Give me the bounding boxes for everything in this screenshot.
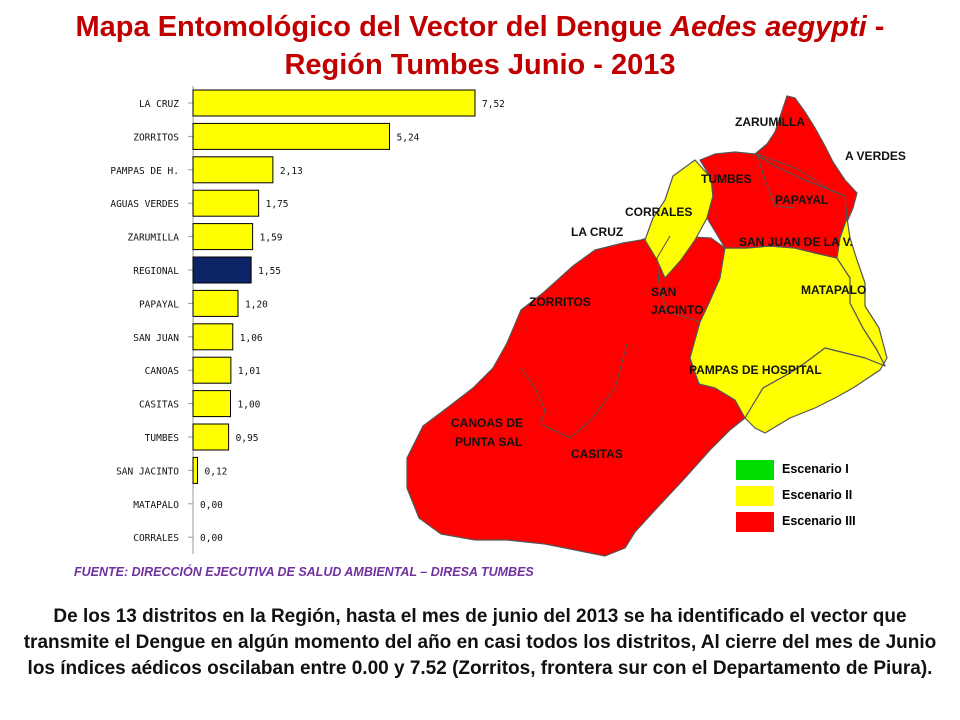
bar bbox=[192, 423, 230, 451]
district-label: SAN bbox=[651, 285, 676, 299]
map-region-south bbox=[406, 234, 746, 557]
category-label: TUMBES bbox=[145, 433, 180, 444]
source-note: FUENTE: DIRECCIÓN EJECUTIVA DE SALUD AMB… bbox=[74, 565, 534, 579]
title-line-1: Mapa Entomológico del Vector del Dengue … bbox=[0, 8, 960, 46]
border-zarumilla bbox=[756, 153, 834, 193]
category-label: MATAPALO bbox=[133, 500, 179, 511]
category-label: PAMPAS DE H. bbox=[110, 166, 179, 177]
legend-swatch bbox=[736, 512, 774, 532]
district-label: LA CRUZ bbox=[571, 225, 623, 239]
legend-label: Escenario III bbox=[782, 514, 856, 528]
district-label: SAN JUAN DE LA V. bbox=[739, 235, 853, 249]
bar bbox=[192, 390, 231, 418]
title-species: Aedes aegypti bbox=[670, 11, 867, 43]
map-borders bbox=[520, 153, 834, 439]
title-suffix: - bbox=[866, 11, 885, 43]
category-label: CORRALES bbox=[133, 533, 179, 544]
bar bbox=[192, 256, 252, 284]
summary-paragraph: De los 13 distritos en la Región, hasta … bbox=[23, 606, 937, 679]
district-label: CORRALES bbox=[625, 205, 692, 219]
data-label: 1,20 bbox=[245, 299, 268, 310]
legend-swatch bbox=[736, 486, 774, 506]
category-label: ZARUMILLA bbox=[128, 233, 180, 244]
data-label: 7,52 bbox=[482, 99, 505, 110]
category-label: CANOAS bbox=[145, 366, 180, 377]
data-label: 0,95 bbox=[236, 433, 259, 444]
category-label: PAPAYAL bbox=[139, 299, 179, 310]
data-label: 0,00 bbox=[200, 500, 223, 511]
border-zorritos-canoas bbox=[520, 367, 546, 425]
district-label: PAMPAS DE HOSPITAL bbox=[689, 363, 822, 377]
category-label: AGUAS VERDES bbox=[110, 199, 179, 210]
bar bbox=[192, 189, 260, 217]
data-label: 1,55 bbox=[258, 266, 281, 277]
border-tumbes-papayal bbox=[756, 153, 796, 209]
bar bbox=[192, 289, 239, 317]
bar bbox=[192, 456, 198, 484]
district-label: ZORRITOS bbox=[529, 295, 591, 309]
district-map: ZARUMILLA A VERDES TUMBES PAPAYAL CORRALESLA… bbox=[406, 95, 906, 557]
legend-swatch bbox=[736, 460, 774, 480]
title-line-2: Región Tumbes Junio - 2013 bbox=[284, 49, 676, 81]
map-region-matapalo bbox=[744, 217, 888, 434]
district-label: A VERDES bbox=[845, 149, 906, 163]
border-jacinto bbox=[656, 235, 701, 323]
data-label: 1,59 bbox=[260, 233, 283, 244]
map-regions bbox=[406, 95, 888, 557]
legend-label: Escenario II bbox=[782, 488, 853, 502]
district-label: JACINTO bbox=[651, 303, 703, 317]
district-label: TUMBES bbox=[701, 172, 752, 186]
district-label: MATAPALO bbox=[801, 283, 866, 297]
category-label: REGIONAL bbox=[133, 266, 179, 277]
bar bbox=[192, 89, 476, 117]
data-label: 1,75 bbox=[266, 199, 289, 210]
page-title: Mapa Entomológico del Vector del Dengue … bbox=[0, 8, 960, 84]
data-label: 1,01 bbox=[238, 366, 261, 377]
data-label: 1,00 bbox=[238, 400, 261, 411]
category-label: LA CRUZ bbox=[139, 99, 179, 110]
category-label: SAN JACINTO bbox=[116, 466, 179, 477]
district-label: PUNTA SAL bbox=[455, 435, 522, 449]
category-label: ZORRITOS bbox=[133, 132, 179, 143]
data-label: 1,06 bbox=[240, 333, 263, 344]
data-label: 0,12 bbox=[205, 466, 228, 477]
map-labels: ZARUMILLA A VERDES TUMBES PAPAYAL CORRALESLA… bbox=[451, 115, 906, 461]
bar bbox=[192, 156, 274, 184]
district-label: CASITAS bbox=[571, 447, 623, 461]
district-label: ZARUMILLA bbox=[735, 115, 805, 129]
legend-label: Escenario I bbox=[782, 462, 849, 476]
category-label: CASITAS bbox=[139, 400, 179, 411]
bar-chart: LA CRUZ 7,52 ZORRITOS 5,24 PAMPAS DE H. 2,13 A… bbox=[110, 86, 505, 554]
bar bbox=[192, 323, 234, 351]
data-label: 0,00 bbox=[200, 533, 223, 544]
bar bbox=[192, 356, 232, 384]
bar bbox=[192, 223, 254, 251]
bar bbox=[192, 122, 390, 150]
title-prefix: Mapa Entomológico del Vector del Dengue bbox=[75, 11, 671, 43]
data-label: 2,13 bbox=[280, 166, 303, 177]
district-label: PAPAYAL bbox=[775, 193, 828, 207]
border-canoas-casitas bbox=[540, 343, 628, 439]
category-label: SAN JUAN bbox=[133, 333, 179, 344]
district-label: CANOAS DE bbox=[451, 416, 523, 430]
data-label: 5,24 bbox=[397, 132, 420, 143]
